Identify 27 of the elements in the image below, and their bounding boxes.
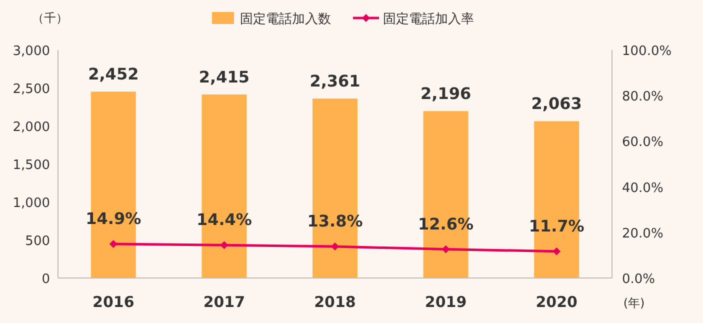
y-tick-label: 0 <box>42 272 50 287</box>
y2-tick-label: 60.0% <box>622 135 664 150</box>
x-tick-label: 2020 <box>536 293 578 311</box>
legend-label: 固定電話加入率 <box>383 11 474 27</box>
y-tick-label: 2,500 <box>12 82 50 97</box>
y-axis-title: （千） <box>32 11 68 25</box>
data-label: 2,415 <box>198 67 250 86</box>
y-tick-label: 500 <box>25 234 50 249</box>
data-label: 2,196 <box>420 84 472 104</box>
data-label: 2,361 <box>310 72 360 91</box>
y2-tick-label: 20.0% <box>622 226 664 242</box>
x-tick-label: 2017 <box>203 293 246 311</box>
y-tick-label: 3,000 <box>12 44 50 59</box>
x-tick-label: 2018 <box>314 293 356 311</box>
y2-tick-label: 0.0% <box>622 272 656 287</box>
y2-tick-label: 80.0% <box>622 90 664 105</box>
y2-tick-label: 40.0% <box>622 180 664 196</box>
y2-tick-label: 100.0% <box>622 44 672 59</box>
data-label: 2,452 <box>88 64 139 84</box>
x-tick-label: 2016 <box>92 293 134 311</box>
y-tick-label: 1,500 <box>12 158 50 173</box>
data-label: 2,063 <box>531 94 582 114</box>
x-tick-label: 2019 <box>424 293 467 311</box>
legend-label: 固定電話加入数 <box>240 12 331 27</box>
y-tick-label: 1,000 <box>12 196 50 211</box>
y-tick-label: 2,000 <box>12 120 50 135</box>
x-axis-title: (年) <box>623 296 645 310</box>
